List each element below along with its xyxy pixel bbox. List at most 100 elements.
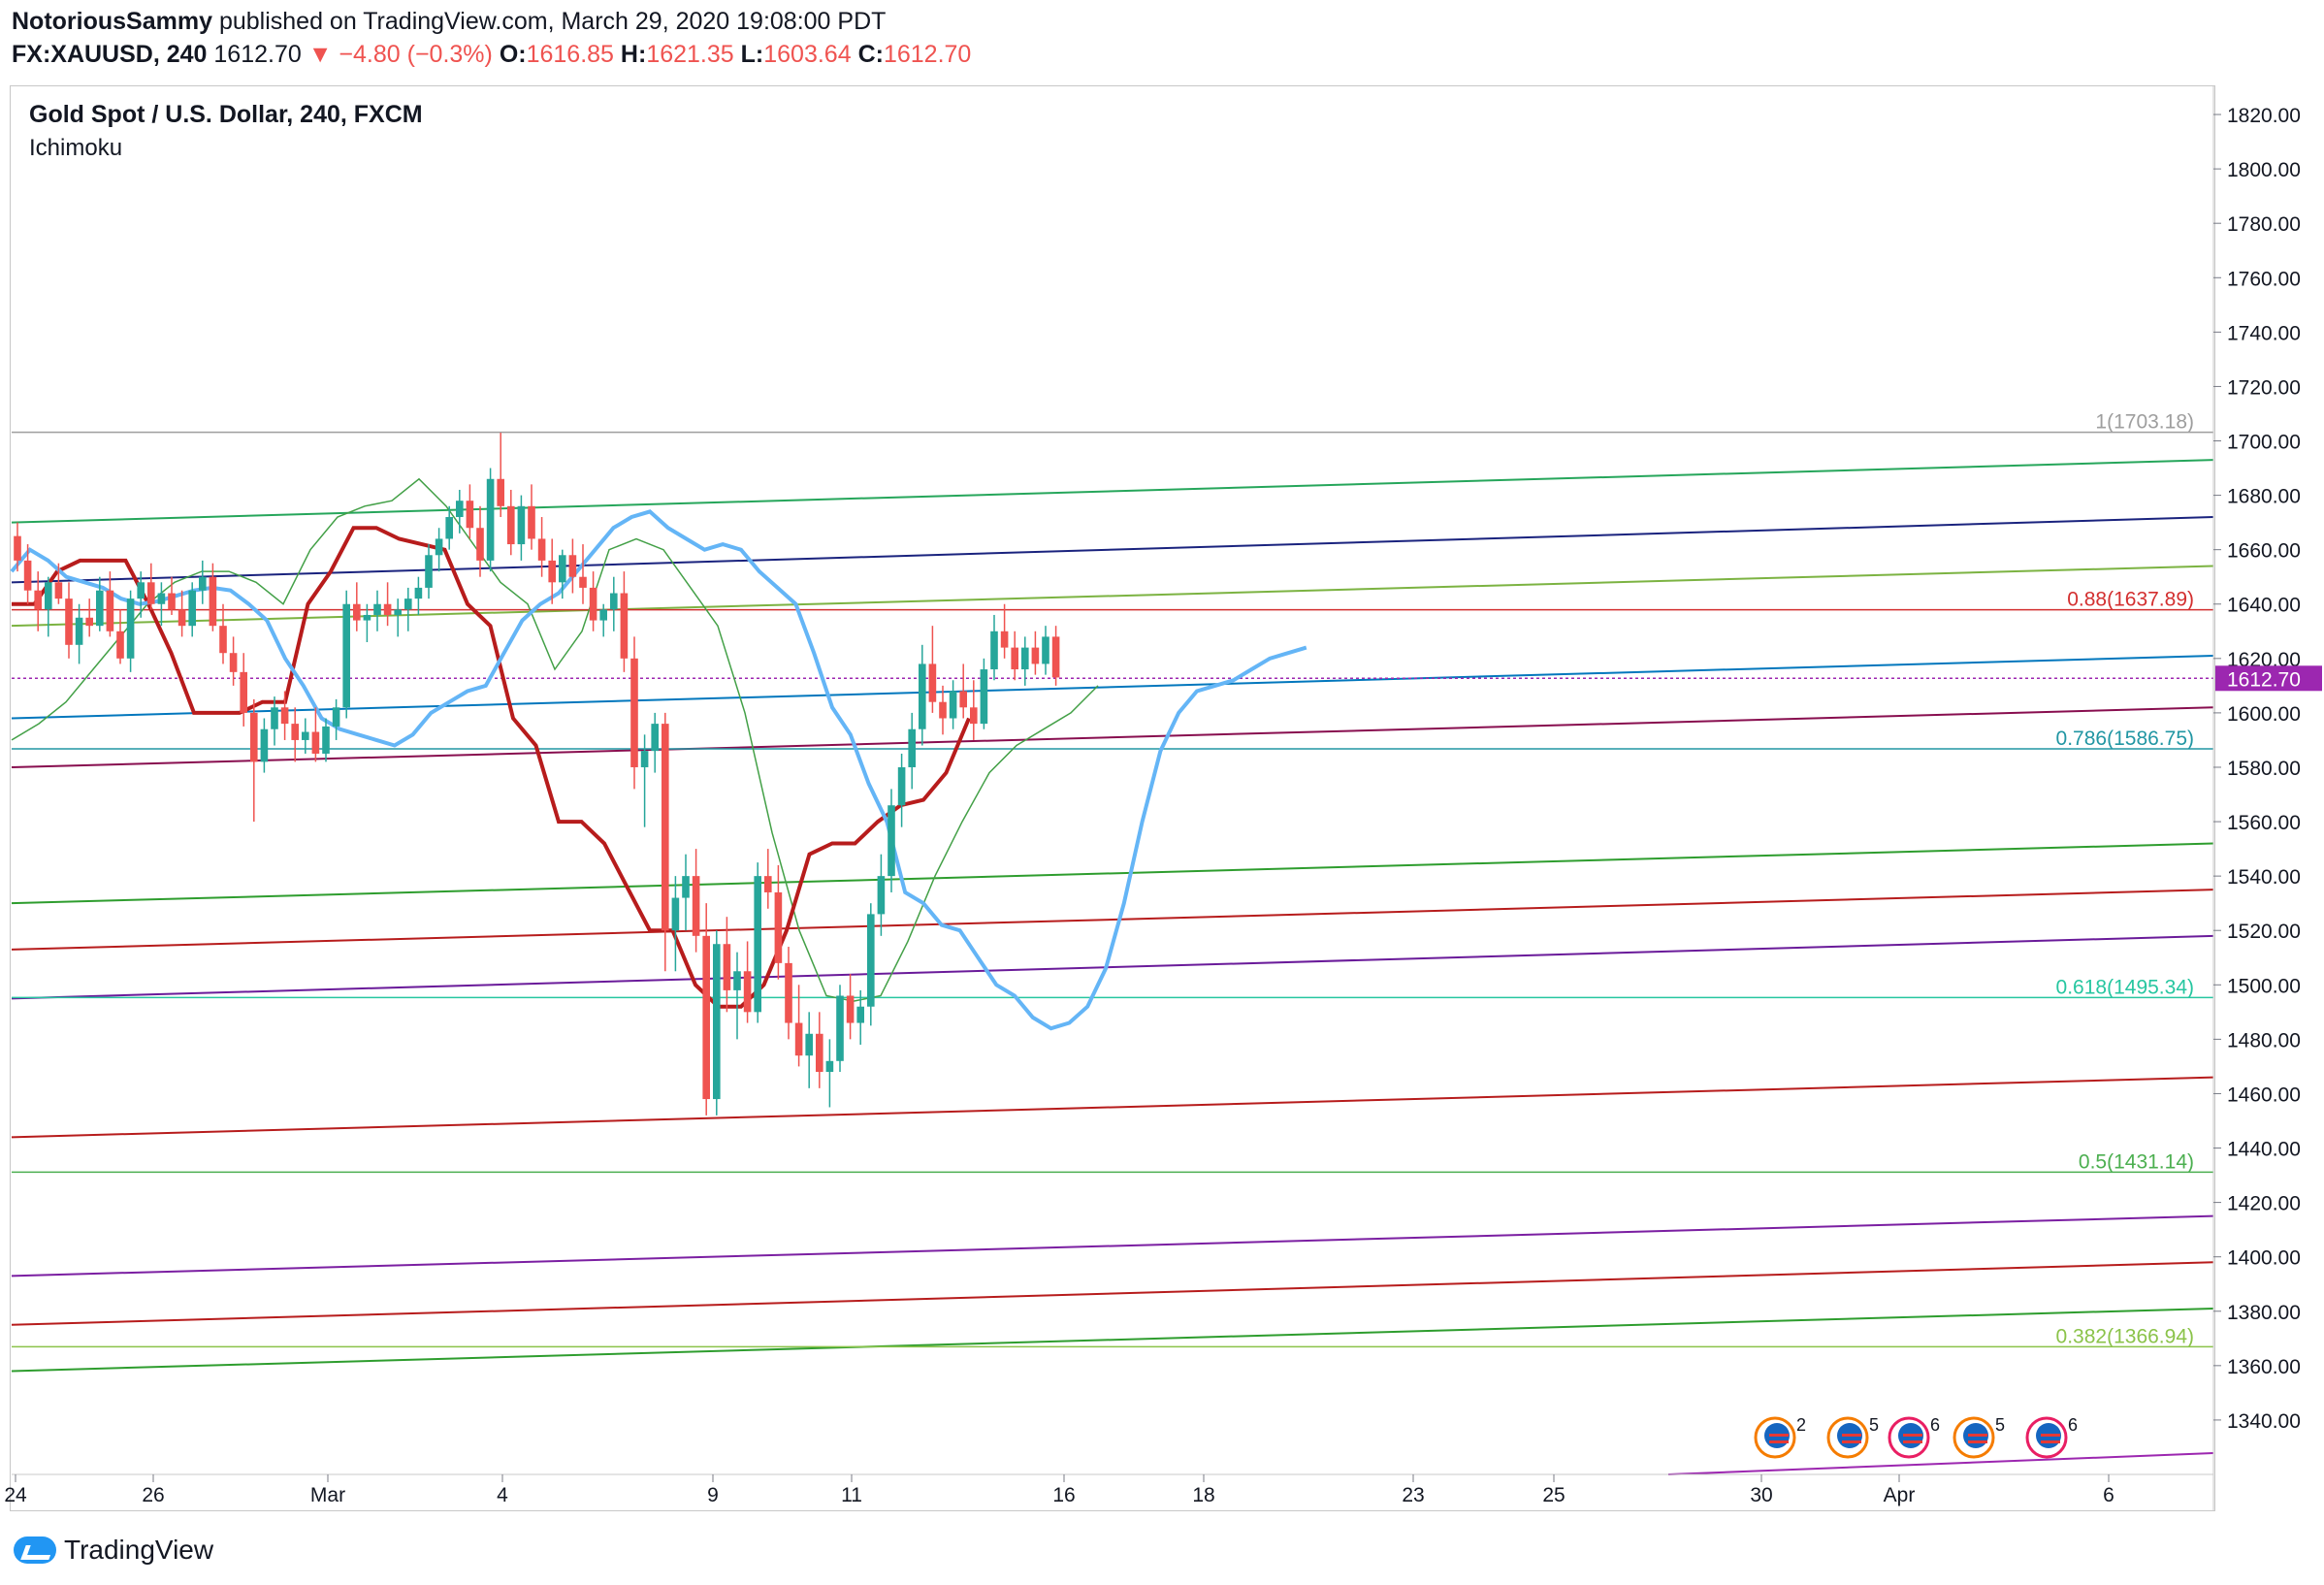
author-name[interactable]: NotoriousSammy [12, 8, 212, 35]
current-price-tag [2215, 665, 2322, 692]
us-economic-event-icon: 5 [1826, 1415, 1879, 1459]
chart-frame[interactable] [10, 85, 2215, 1511]
candle [640, 734, 649, 827]
candle [486, 468, 495, 572]
candle-body [168, 593, 176, 610]
candle-body [888, 805, 895, 877]
y-tick-label: 1640.00 [2227, 595, 2301, 617]
candle-body [610, 593, 618, 610]
candle-body [373, 603, 381, 615]
candle [682, 854, 690, 931]
candle [456, 489, 464, 534]
candle [764, 849, 772, 909]
candle-body [383, 603, 392, 615]
flag-stripe [1968, 1440, 1987, 1443]
flag-stripe [1842, 1440, 1861, 1443]
indicator-legend[interactable]: Ichimoku [29, 135, 123, 161]
y-tick-label: 1480.00 [2227, 1029, 2301, 1051]
event-count: 2 [1796, 1415, 1806, 1435]
candle [630, 636, 638, 790]
flag-stripe [2041, 1440, 2060, 1443]
low-value: 1603.64 [763, 41, 852, 68]
candle-body [908, 728, 916, 767]
event-count: 5 [1869, 1415, 1879, 1435]
candle [497, 433, 504, 518]
candle-body [188, 590, 196, 627]
trend-line-3 [11, 655, 2214, 720]
candle-body [1000, 631, 1009, 648]
candle [743, 941, 752, 1023]
trend-line-2 [11, 565, 2214, 628]
y-tick-label: 1680.00 [2227, 486, 2301, 508]
candle-body [517, 505, 526, 545]
trend-line-0 [11, 459, 2214, 524]
candle-body [342, 603, 350, 708]
flag-stripe [1769, 1434, 1789, 1437]
event-count: 6 [1930, 1415, 1940, 1435]
candle-body [568, 555, 577, 577]
candle [662, 712, 669, 972]
candle-body [209, 576, 217, 627]
candle [14, 522, 21, 572]
candle-body [692, 876, 700, 936]
candle [1021, 636, 1029, 686]
candle [528, 484, 535, 550]
candle-body [353, 603, 361, 621]
x-tick-label: 26 [142, 1484, 164, 1506]
candle-body [919, 663, 926, 729]
candle [867, 903, 875, 1026]
candle-body [959, 691, 967, 708]
event-count: 6 [2068, 1415, 2078, 1435]
y-tick-label: 1340.00 [2227, 1410, 2301, 1433]
y-tick-label: 1360.00 [2227, 1356, 2301, 1378]
candle-body [34, 590, 42, 610]
candle [229, 636, 238, 686]
open-label: O: [499, 41, 527, 68]
flag-stripe [1842, 1434, 1861, 1437]
candle-body [280, 707, 289, 725]
chart-legend-title: Gold Spot / U.S. Dollar, 240, FXCM [29, 101, 423, 128]
candle-body [199, 576, 207, 591]
candle [1051, 626, 1060, 686]
y-tick-label: 1420.00 [2227, 1193, 2301, 1215]
candle-body [640, 751, 649, 767]
candle-body [404, 598, 412, 610]
candle [353, 582, 361, 631]
candle-body [877, 876, 886, 915]
candle-body [537, 538, 546, 561]
candle [209, 563, 217, 631]
tradingview-footer[interactable]: TradingView [14, 1535, 213, 1566]
candle-body [486, 478, 495, 561]
candle [199, 560, 207, 604]
candle-body [1011, 647, 1018, 670]
candle [970, 680, 978, 740]
x-tick-label: 23 [1402, 1484, 1424, 1506]
candle [805, 1012, 813, 1088]
candle [137, 571, 145, 618]
candle [85, 598, 93, 637]
candle [311, 707, 320, 762]
candle [116, 609, 124, 664]
y-tick-label: 1740.00 [2227, 322, 2301, 344]
y-tick-label: 1720.00 [2227, 376, 2301, 399]
flag-stripe [1968, 1434, 1987, 1437]
candle [414, 576, 423, 615]
candle-body [774, 891, 783, 963]
candle [188, 582, 196, 637]
candle-body [497, 478, 504, 506]
candle [425, 544, 433, 599]
ichimoku-tenkan-line [10, 509, 1307, 1031]
trend-line-11 [11, 1307, 2214, 1373]
fib-label-1: 0.88(1637.89) [2067, 589, 2194, 611]
candle-body [322, 726, 330, 754]
low-label: L: [740, 41, 764, 68]
candle [260, 718, 269, 773]
flag-stripe [1903, 1434, 1922, 1437]
trend-line-bottom [1667, 1452, 2214, 1475]
candle-body [23, 560, 32, 591]
trend-line-7 [11, 934, 2214, 1000]
candle-body [332, 707, 340, 727]
candle-body [54, 582, 63, 599]
y-tick-label: 1500.00 [2227, 975, 2301, 997]
